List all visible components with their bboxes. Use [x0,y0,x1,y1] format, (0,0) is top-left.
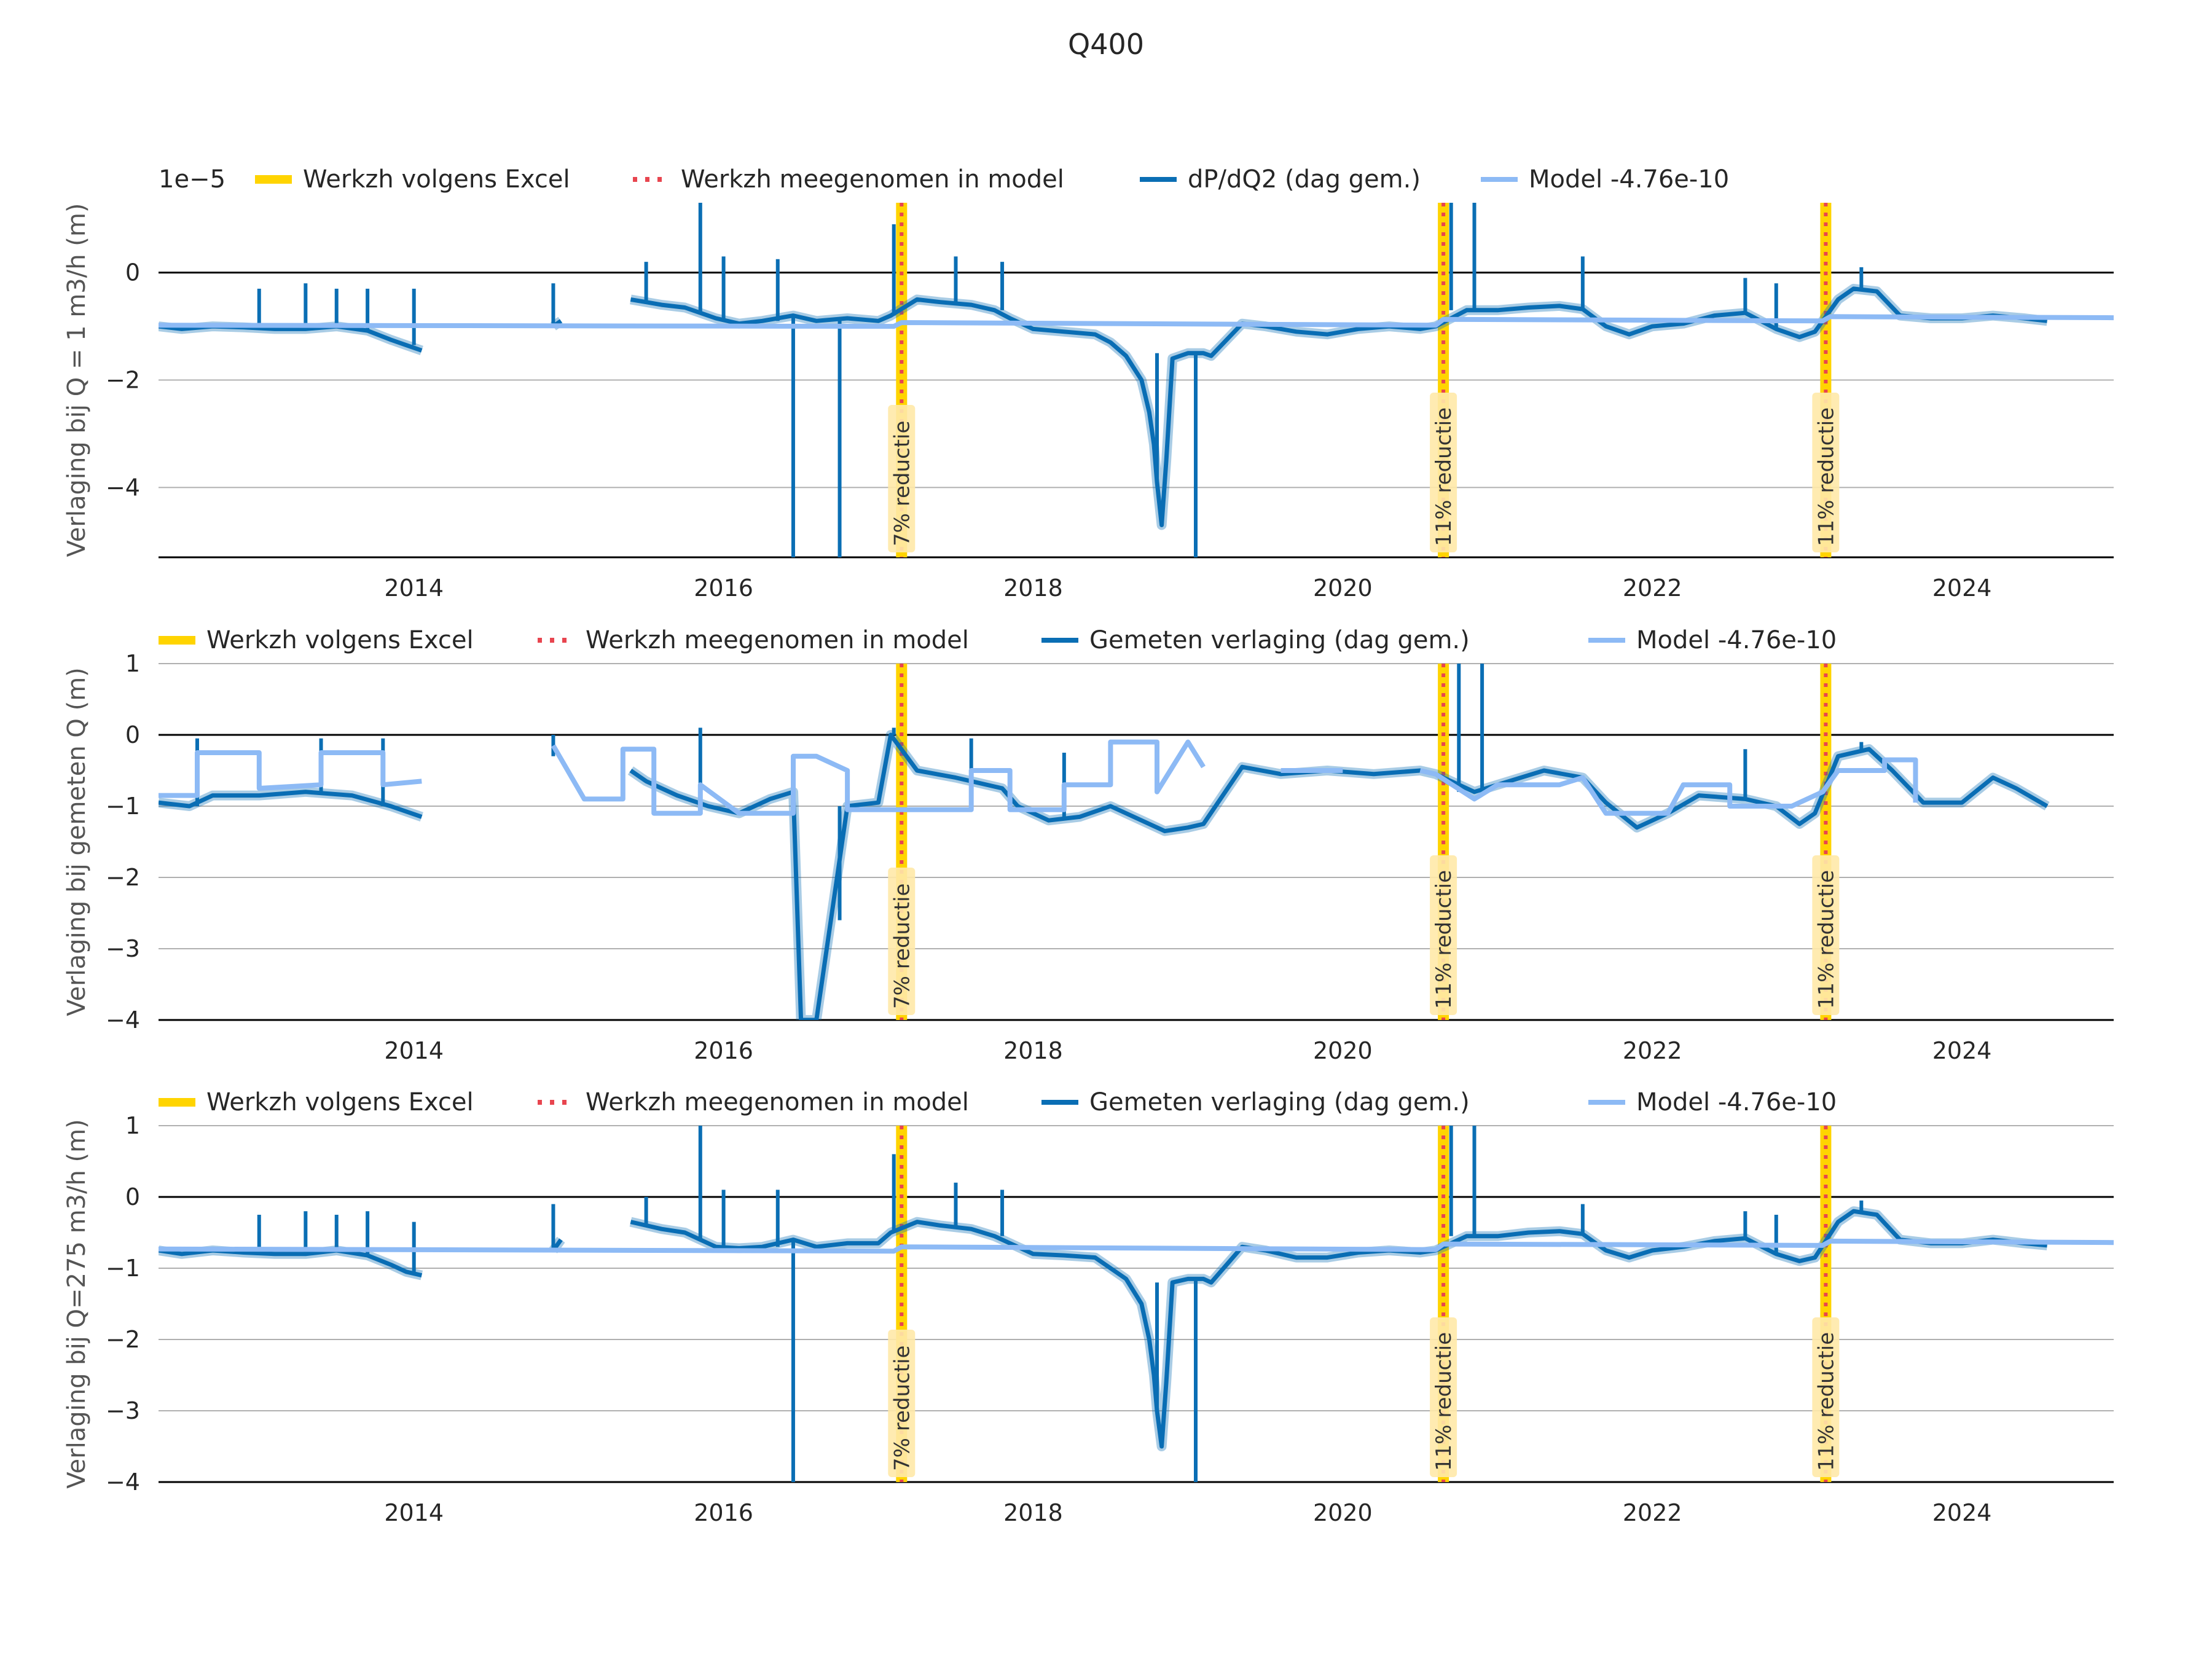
x-tick-label: 2020 [1313,575,1373,602]
event-annotation-label: 11% reductie [1814,870,1838,1009]
event-annotation-box [888,868,916,1015]
event-annotation-label: 7% reductie [890,421,914,546]
y-axis-label: Verlaging bij gemeten Q (m) [63,667,91,1016]
event-annotation-box [888,1330,916,1477]
x-tick-label: 2022 [1623,1499,1682,1526]
legend-label: dP/dQ2 (dag gem.) [1188,165,1421,194]
x-tick-label: 2016 [694,575,753,602]
y-tick-label: 1 [125,1112,140,1139]
legend-item: Model -4.76e-10 [1588,1088,1837,1116]
event-annotation-box [1430,1317,1457,1477]
event-annotation-label: 11% reductie [1432,1332,1456,1471]
legend-item: Werkzh meegenomen in model [633,165,1064,194]
x-tick-label: 2022 [1623,575,1682,602]
event-annotation-label: 7% reductie [890,1346,914,1471]
legend-label: Werkzh meegenomen in model [586,626,969,654]
legend-label: Werkzh meegenomen in model [681,165,1064,194]
legend-item: Werkzh volgens Excel [255,165,570,194]
y-tick-label: 1 [125,650,140,677]
legend-item: Gemeten verlaging (dag gem.) [1041,626,1470,654]
event-annotation-label: 11% reductie [1814,1332,1838,1471]
event-annotation-box [1430,855,1457,1015]
x-tick-label: 2014 [384,575,444,602]
x-tick-label: 2024 [1932,1037,1992,1064]
axis-offset-label: 1e−5 [159,165,226,194]
x-tick-label: 2020 [1313,1037,1373,1064]
y-tick-label: −4 [106,1006,140,1033]
event-annotation-box [888,405,916,552]
legend-item: Werkzh volgens Excel [159,1088,474,1116]
event-annotation: 11% reductie [1430,1317,1457,1477]
legend-label: Werkzh volgens Excel [303,165,570,194]
event-annotation: 7% reductie [888,1330,916,1477]
event-annotation: 11% reductie [1430,855,1457,1015]
event-annotation-label: 11% reductie [1432,407,1456,546]
event-annotation: 11% reductie [1430,393,1457,552]
legend-item: Werkzh volgens Excel [159,626,474,654]
series-model [159,1238,2114,1254]
panel-1: 0 −2 −4 2014 2016 2018 2020 2022 2024 Verlaging b… [63,165,2114,602]
event-annotation: 11% reductie [1812,855,1840,1015]
legend-label: Model -4.76e-10 [1636,626,1837,654]
event-annotation-box [1812,1317,1840,1477]
legend-label: Model -4.76e-10 [1529,165,1729,194]
event-annotation-label: 7% reductie [890,884,914,1009]
legend-label: Model -4.76e-10 [1636,1088,1837,1116]
x-tick-label: 2020 [1313,1499,1373,1526]
y-tick-label: −2 [106,864,140,891]
y-tick-label: −1 [106,793,140,820]
x-tick-label: 2018 [1003,1499,1063,1526]
legend-item: Gemeten verlaging (dag gem.) [1041,1088,1470,1116]
x-tick-label: 2018 [1003,1037,1063,1064]
x-tick-label: 2016 [694,1037,753,1064]
legend-item: Werkzh meegenomen in model [538,1088,969,1116]
event-annotation-box [1430,393,1457,552]
legend-item: Model -4.76e-10 [1481,165,1729,194]
event-annotation-box [1812,393,1840,552]
y-tick-label: −3 [106,935,140,962]
y-tick-label: −2 [106,367,140,394]
x-tick-label: 2022 [1623,1037,1682,1064]
x-tick-label: 2014 [384,1499,444,1526]
event-annotation: 7% reductie [888,405,916,552]
x-tick-label: 2024 [1932,1499,1992,1526]
panel-3: 1 0 −1 −2 −3 −4 2014 2016 2018 2020 2022 2024 Verlag… [63,1088,2114,1526]
legend-item: Model -4.76e-10 [1588,626,1837,654]
legend-item: dP/dQ2 (dag gem.) [1140,165,1421,194]
panel-2: 1 0 −1 −2 −3 −4 2014 2016 2018 2020 2022 2024 Verlag… [63,626,2114,1064]
y-tick-label: −2 [106,1326,140,1353]
y-axis-label: Verlaging bij Q=275 m3/h (m) [63,1119,91,1488]
y-tick-label: −4 [106,474,140,501]
y-tick-label: 0 [125,259,140,286]
event-annotation: 7% reductie [888,868,916,1015]
event-annotation-label: 11% reductie [1814,407,1838,546]
legend-label: Gemeten verlaging (dag gem.) [1089,626,1470,654]
legend-label: Werkzh volgens Excel [206,1088,474,1116]
legend-label: Werkzh meegenomen in model [586,1088,969,1116]
x-tick-label: 2016 [694,1499,753,1526]
series-model [159,314,2114,329]
y-tick-label: 0 [125,721,140,748]
event-annotation: 11% reductie [1812,393,1840,552]
y-tick-label: −1 [106,1255,140,1282]
x-tick-label: 2018 [1003,575,1063,602]
y-tick-label: 0 [125,1183,140,1210]
legend-label: Werkzh volgens Excel [206,626,474,654]
event-annotation-label: 11% reductie [1432,870,1456,1009]
figure-title: Q400 [1068,28,1144,61]
legend-label: Gemeten verlaging (dag gem.) [1089,1088,1470,1116]
event-annotation-box [1812,855,1840,1015]
event-annotation: 11% reductie [1812,1317,1840,1477]
y-tick-label: −4 [106,1469,140,1496]
x-tick-label: 2024 [1932,575,1992,602]
legend-item: Werkzh meegenomen in model [538,626,969,654]
x-tick-label: 2014 [384,1037,444,1064]
y-axis-label: Verlaging bij Q = 1 m3/h (m) [63,203,91,557]
y-tick-label: −3 [106,1397,140,1424]
